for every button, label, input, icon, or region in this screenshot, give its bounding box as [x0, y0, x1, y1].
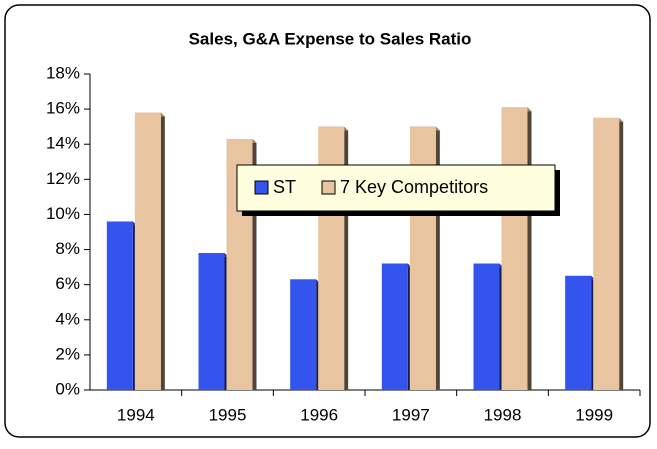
- legend-swatch: [321, 180, 336, 195]
- x-tick-label: 1994: [117, 405, 155, 424]
- y-tick-label: 18%: [46, 63, 80, 82]
- y-tick-label: 6%: [55, 274, 80, 293]
- y-tick-label: 14%: [46, 134, 80, 153]
- y-tick-label: 16%: [46, 99, 80, 118]
- y-tick-label: 2%: [55, 344, 80, 363]
- bar: [106, 221, 133, 390]
- bar-side: [619, 117, 624, 390]
- x-tick-label: 1997: [392, 405, 430, 424]
- y-tick-label: 10%: [46, 204, 80, 223]
- y-tick-label: 0%: [55, 379, 80, 398]
- bar: [198, 253, 225, 390]
- y-tick-label: 4%: [55, 309, 80, 328]
- legend: [236, 164, 556, 212]
- bar: [593, 117, 620, 390]
- bar: [565, 275, 592, 390]
- chart-title: Sales, G&A Expense to Sales Ratio: [189, 29, 472, 48]
- x-tick-label: 1998: [484, 405, 522, 424]
- x-tick-label: 1999: [575, 405, 613, 424]
- bar-side: [160, 112, 165, 390]
- bar: [134, 112, 161, 390]
- bar: [290, 279, 317, 390]
- bar-side: [527, 107, 532, 390]
- bar: [381, 263, 408, 390]
- y-tick-label: 8%: [55, 239, 80, 258]
- bar: [501, 107, 528, 390]
- bar: [473, 263, 500, 390]
- x-tick-label: 1996: [300, 405, 338, 424]
- legend-swatch: [254, 180, 269, 195]
- y-tick-label: 12%: [46, 169, 80, 188]
- legend-label: 7 Key Competitors: [340, 177, 488, 197]
- x-tick-label: 1995: [209, 405, 247, 424]
- legend-label: ST: [273, 177, 296, 197]
